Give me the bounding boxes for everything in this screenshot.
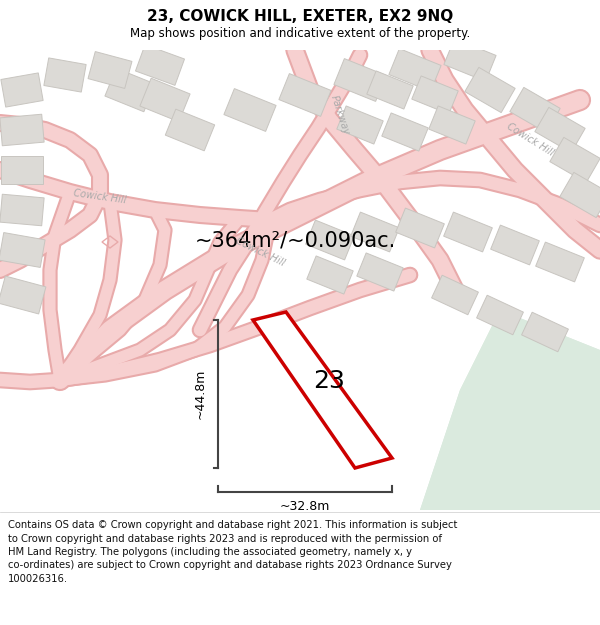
Text: co-ordinates) are subject to Crown copyright and database rights 2023 Ordnance S: co-ordinates) are subject to Crown copyr… (8, 561, 452, 571)
Polygon shape (476, 295, 523, 335)
Polygon shape (389, 49, 441, 91)
Text: 23: 23 (314, 369, 346, 394)
Text: Map shows position and indicative extent of the property.: Map shows position and indicative extent… (130, 28, 470, 41)
Polygon shape (334, 59, 386, 101)
Polygon shape (510, 88, 560, 132)
Polygon shape (535, 107, 585, 152)
Polygon shape (105, 68, 155, 112)
Polygon shape (536, 242, 584, 282)
Polygon shape (367, 71, 413, 109)
Polygon shape (88, 51, 132, 89)
Polygon shape (491, 225, 539, 265)
Polygon shape (224, 89, 276, 131)
Polygon shape (337, 106, 383, 144)
Polygon shape (412, 76, 458, 114)
Text: ~364m²/~0.090ac.: ~364m²/~0.090ac. (194, 230, 395, 250)
Polygon shape (0, 114, 44, 146)
Polygon shape (305, 220, 355, 260)
Polygon shape (550, 138, 600, 182)
Text: Cowick Hill: Cowick Hill (505, 122, 555, 158)
Text: to Crown copyright and database rights 2023 and is reproduced with the permissio: to Crown copyright and database rights 2… (8, 534, 442, 544)
Polygon shape (279, 74, 331, 116)
Text: Cowick Hill: Cowick Hill (234, 236, 286, 268)
Polygon shape (380, 310, 600, 510)
Polygon shape (1, 156, 43, 184)
Polygon shape (382, 113, 428, 151)
Polygon shape (0, 194, 44, 226)
Text: ~32.8m: ~32.8m (280, 499, 330, 512)
Polygon shape (420, 310, 600, 510)
Text: 100026316.: 100026316. (8, 574, 68, 584)
Polygon shape (357, 253, 403, 291)
Polygon shape (44, 58, 86, 92)
Polygon shape (350, 212, 400, 252)
Polygon shape (0, 276, 46, 314)
Polygon shape (0, 232, 45, 268)
Polygon shape (165, 109, 215, 151)
Polygon shape (140, 78, 190, 122)
Text: Contains OS data © Crown copyright and database right 2021. This information is : Contains OS data © Crown copyright and d… (8, 520, 457, 530)
Polygon shape (136, 44, 185, 86)
Text: ~44.8m: ~44.8m (193, 369, 206, 419)
Polygon shape (465, 68, 515, 112)
Polygon shape (1, 73, 43, 107)
Polygon shape (395, 208, 445, 248)
Polygon shape (560, 173, 600, 218)
Polygon shape (307, 256, 353, 294)
Polygon shape (253, 312, 392, 468)
Polygon shape (443, 212, 493, 252)
Text: 23, COWICK HILL, EXETER, EX2 9NQ: 23, COWICK HILL, EXETER, EX2 9NQ (147, 9, 453, 24)
Polygon shape (521, 312, 568, 352)
Polygon shape (444, 39, 496, 81)
Polygon shape (431, 275, 478, 315)
Polygon shape (429, 106, 475, 144)
Text: Parkway: Parkway (329, 94, 351, 136)
Text: HM Land Registry. The polygons (including the associated geometry, namely x, y: HM Land Registry. The polygons (includin… (8, 547, 412, 557)
Text: Cowick Hill: Cowick Hill (73, 188, 127, 206)
